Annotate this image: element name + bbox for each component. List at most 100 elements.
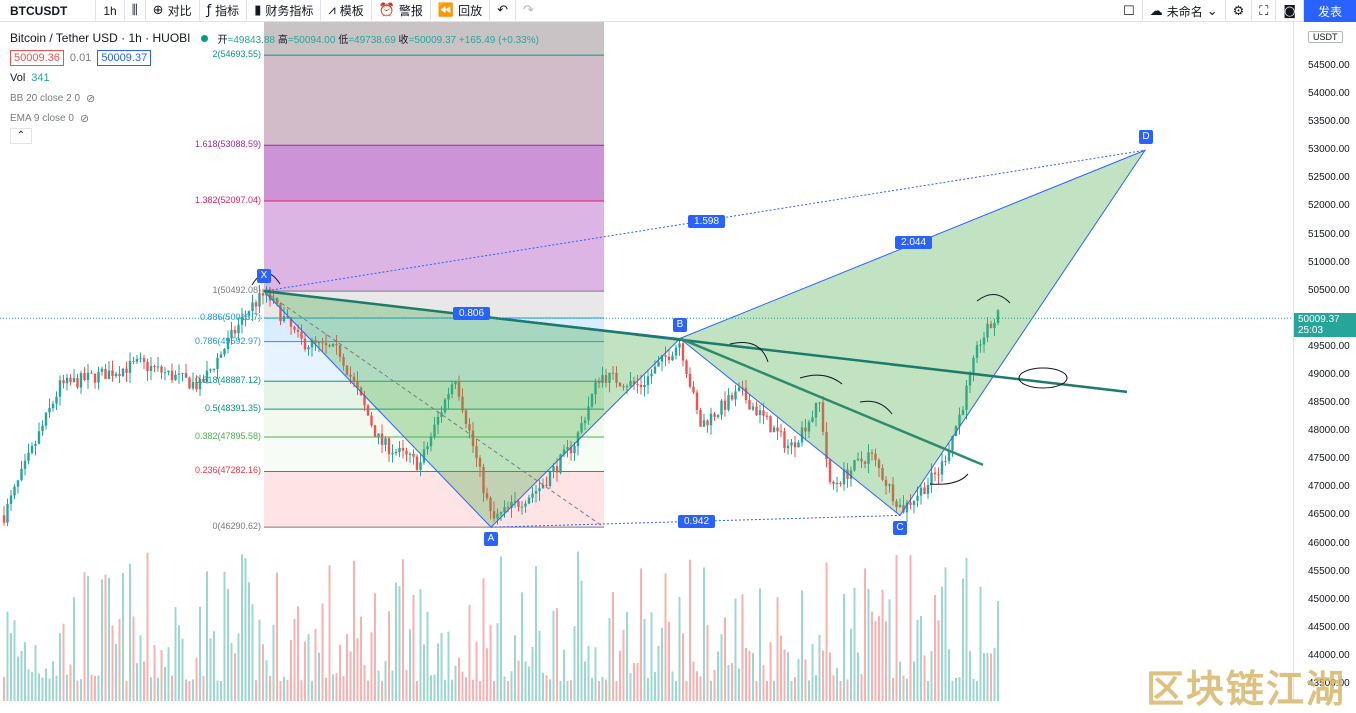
- candle-body: [300, 331, 303, 339]
- bb-indicator-row[interactable]: BB 20 close 2 0 ⊘: [10, 88, 539, 108]
- redo-button[interactable]: ↷: [516, 0, 541, 22]
- volume-bar: [762, 664, 765, 701]
- volume-bar: [531, 646, 534, 701]
- volume-bar: [493, 680, 495, 701]
- volume-bar: [549, 679, 551, 701]
- candle-body: [667, 356, 671, 361]
- publish-button[interactable]: 发表: [1304, 0, 1356, 22]
- eye-hidden-icon[interactable]: ⊘: [79, 112, 90, 125]
- ratio-xd-label[interactable]: 1.598: [688, 215, 726, 228]
- compare-button[interactable]: ⊕ 对比: [146, 0, 200, 22]
- candle-body: [391, 453, 394, 455]
- volume-bar: [682, 633, 684, 701]
- candle-body: [632, 380, 636, 384]
- candle-body: [930, 472, 933, 486]
- volume-bar: [976, 680, 978, 701]
- point-d-label[interactable]: D: [1139, 130, 1153, 144]
- volume-legend-row[interactable]: Vol 341: [10, 68, 539, 88]
- ratio-ac-label[interactable]: 0.942: [678, 515, 716, 528]
- legend-title[interactable]: Bitcoin / Tether USD · 1h · HUOBI: [10, 31, 191, 45]
- ema-indicator-row[interactable]: EMA 9 close 0 ⊘: [10, 108, 539, 128]
- candle-body: [132, 360, 135, 362]
- collapse-legend-button[interactable]: ⌃: [10, 128, 32, 144]
- candle-body: [569, 447, 573, 454]
- price-axis-label: 46000.00: [1308, 537, 1350, 549]
- volume-bar: [801, 590, 803, 701]
- candle-body: [247, 311, 251, 316]
- volume-bar: [937, 620, 940, 701]
- candle-body: [181, 372, 184, 374]
- undo-icon: ↶: [497, 3, 509, 18]
- chart-canvas[interactable]: [0, 22, 1293, 701]
- price-axis-label: 48500.00: [1308, 397, 1350, 409]
- chart-pane[interactable]: 2(54693.55) 1.618(53088.59) 1.382(52097.04…: [0, 22, 1356, 711]
- point-a-label[interactable]: A: [484, 532, 498, 546]
- candle-body: [678, 343, 681, 348]
- financials-button[interactable]: ▮ 财务指标: [247, 0, 322, 22]
- candle-body: [62, 380, 65, 384]
- fullscreen-button[interactable]: ⛶: [1252, 0, 1277, 22]
- candle-body: [125, 368, 128, 373]
- symbol-search-button[interactable]: BTCUSDT: [0, 0, 97, 22]
- replay-button[interactable]: ⏪ 回放: [431, 0, 491, 22]
- volume-bar: [465, 677, 467, 701]
- volume-bar: [524, 661, 527, 701]
- interval-button[interactable]: 1h: [96, 0, 125, 22]
- volume-bar: [605, 679, 607, 701]
- volume-bar: [727, 665, 730, 701]
- marker-arc: [929, 473, 969, 485]
- volume-bar: [860, 674, 863, 701]
- point-b-label[interactable]: B: [673, 318, 687, 332]
- fib-zone: [264, 471, 604, 528]
- settings-button[interactable]: ⚙: [1226, 0, 1253, 22]
- volume-bar: [766, 680, 768, 701]
- layout-button[interactable]: ☐: [1116, 0, 1143, 22]
- volume-bar: [17, 656, 19, 701]
- templates-button[interactable]: ⩘ 模板: [321, 0, 372, 22]
- candle-body: [258, 293, 261, 307]
- candle-body: [261, 293, 265, 296]
- candle-body: [286, 315, 289, 318]
- volume-bar: [73, 597, 75, 701]
- volume-bar: [587, 645, 590, 701]
- candle-body: [839, 482, 842, 485]
- bid-price-box[interactable]: 50009.36: [10, 50, 64, 66]
- candle-body: [328, 345, 331, 347]
- currency-badge[interactable]: USDT: [1308, 31, 1343, 43]
- candle-body: [685, 360, 688, 374]
- volume-bar: [878, 616, 880, 701]
- alerts-button[interactable]: ⏰ 警报: [372, 0, 431, 22]
- candle-body: [828, 459, 832, 482]
- candle-body: [135, 358, 139, 362]
- volume-bar: [66, 674, 68, 701]
- snapshot-button[interactable]: ◙: [1276, 0, 1304, 22]
- point-c-label[interactable]: C: [893, 521, 907, 535]
- candle-body: [233, 329, 237, 334]
- indicators-button[interactable]: ƒ 指标: [200, 0, 248, 22]
- candle-body: [772, 427, 776, 433]
- eye-hidden-icon[interactable]: ⊘: [86, 92, 96, 105]
- layout-name-button[interactable]: ☁ 未命名 ⌄: [1143, 0, 1226, 22]
- candle-body: [814, 402, 818, 418]
- volume-bar: [27, 669, 30, 701]
- ratio-xb-label[interactable]: 0.806: [453, 307, 491, 320]
- candle-body: [573, 446, 576, 454]
- low-label: 低: [338, 34, 349, 46]
- volume-bar: [657, 645, 660, 701]
- candle-body: [545, 484, 548, 486]
- ask-price-box[interactable]: 50009.37: [97, 50, 152, 66]
- candle-body: [156, 366, 160, 368]
- candle-body: [958, 414, 961, 427]
- candle-body: [622, 386, 625, 388]
- candle-body: [975, 345, 979, 358]
- candle-body: [653, 366, 657, 374]
- price-axis[interactable]: USDT 54500.00 54000.00 53500.00 53000.00 525…: [1293, 22, 1356, 701]
- volume-bar: [615, 680, 618, 701]
- point-x-label[interactable]: X: [257, 269, 271, 283]
- volume-bar: [885, 621, 887, 701]
- undo-button[interactable]: ↶: [490, 0, 517, 22]
- ratio-bd-label[interactable]: 2.044: [895, 236, 933, 249]
- volume-bar: [265, 660, 268, 701]
- chart-style-button[interactable]: ⫼: [125, 0, 146, 22]
- candle-body: [538, 488, 541, 492]
